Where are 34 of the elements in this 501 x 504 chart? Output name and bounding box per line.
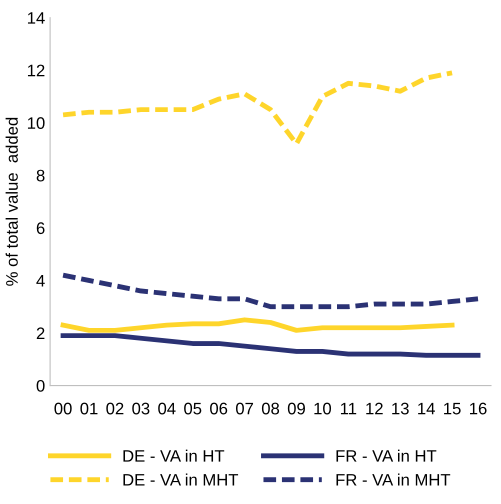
y-tick-label: 2 bbox=[36, 327, 44, 340]
line-series bbox=[60, 272, 480, 310]
y-tick-label: 0 bbox=[36, 380, 45, 392]
legend-label: FR - VA in MHT bbox=[336, 473, 450, 486]
y-axis-title: % of total value added bbox=[6, 118, 18, 286]
y-tick-label: 10 bbox=[28, 117, 45, 129]
x-tick-label: 15 bbox=[444, 402, 461, 414]
x-tick-label: 10 bbox=[314, 402, 332, 414]
x-tick-label: 13 bbox=[392, 402, 409, 414]
x-tick-label: 09 bbox=[288, 402, 305, 414]
x-tick-label: 02 bbox=[106, 402, 124, 414]
legend-label: DE - VA in HT bbox=[123, 450, 224, 462]
y-tick-label: 12 bbox=[28, 64, 44, 76]
x-tick-label: 03 bbox=[132, 402, 150, 414]
x-tick-label: 16 bbox=[470, 402, 487, 414]
line-series bbox=[60, 333, 480, 358]
x-tick-label: 06 bbox=[210, 402, 228, 414]
x-tick-label: 11 bbox=[340, 402, 356, 414]
line-series bbox=[60, 70, 455, 146]
legend-label: DE - VA in MHT bbox=[123, 473, 238, 486]
y-tick-label: 6 bbox=[36, 222, 45, 234]
y-tick-label: 14 bbox=[28, 12, 45, 24]
x-tick-label: 00 bbox=[54, 402, 72, 414]
legend-label: FR - VA in HT bbox=[336, 450, 436, 462]
x-tick-label: 14 bbox=[418, 402, 435, 414]
x-tick-label: 01 bbox=[80, 402, 98, 414]
x-tick-label: 08 bbox=[262, 402, 280, 414]
x-tick-label: 04 bbox=[158, 402, 176, 414]
x-tick-label: 05 bbox=[184, 402, 202, 414]
x-tick-label: 07 bbox=[236, 402, 254, 414]
x-tick-label: 12 bbox=[366, 402, 383, 414]
line-series bbox=[60, 317, 455, 333]
y-tick-label: 4 bbox=[36, 275, 45, 286]
y-tick-label: 8 bbox=[36, 170, 45, 182]
